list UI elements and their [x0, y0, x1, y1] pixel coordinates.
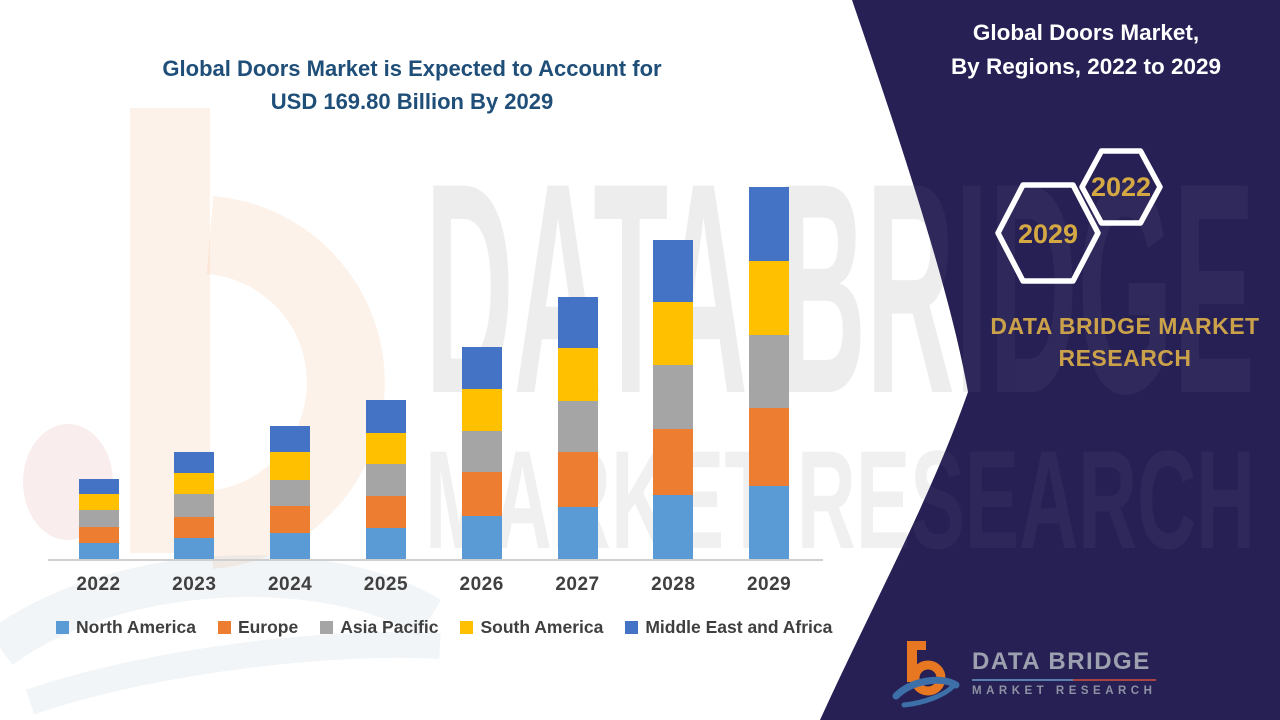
bar-2026	[461, 346, 502, 560]
legend-swatch-icon	[217, 621, 231, 634]
legend-item-middle-east-and-africa: Middle East and Africa	[625, 617, 832, 638]
bar-segment-2023-europe	[174, 516, 215, 538]
bar-segment-2025-north-america	[365, 527, 406, 560]
bar-2027	[557, 296, 598, 560]
legend-swatch-icon	[320, 621, 334, 634]
panel-watermark-line2: MARKET RESEARCH	[425, 421, 1255, 578]
x-axis-label-2023: 2023	[172, 574, 217, 595]
bar-segment-2028-north-america	[653, 494, 694, 560]
bar-segment-2026-asia-pacific	[461, 430, 502, 472]
bar-segment-2026-south-america	[461, 388, 502, 431]
bar-2024	[270, 426, 311, 560]
legend-label: Asia Pacific	[340, 617, 439, 637]
bar-segment-2024-asia-pacific	[270, 479, 311, 506]
legend-label: North America	[76, 617, 196, 637]
bar-segment-2025-asia-pacific	[365, 463, 406, 496]
legend-label: South America	[480, 617, 604, 637]
bar-segment-2023-north-america	[174, 538, 215, 560]
legend-swatch-icon	[460, 621, 474, 634]
dbmr-logo-icon	[892, 641, 960, 708]
bar-segment-2026-middle-east-and-africa	[461, 346, 502, 389]
bar-segment-2027-south-america	[557, 347, 598, 401]
x-axis-label-2025: 2025	[363, 574, 409, 595]
logo-divider	[972, 678, 1157, 681]
bar-segment-2022-south-america	[78, 494, 119, 511]
dbmr-logo: DATA BRIDGE MARKET RESEARCH	[890, 636, 1157, 708]
bar-segment-2025-middle-east-and-africa	[365, 399, 406, 433]
bar-segment-2029-asia-pacific	[749, 334, 790, 408]
bar-segment-2024-europe	[270, 505, 311, 533]
legend-item-europe: Europe	[217, 617, 299, 638]
chart-title: Global Doors Market is Expected to Accou…	[62, 52, 762, 118]
panel-title-line2: By Regions, 2022 to 2029	[950, 53, 1222, 79]
panel-title: Global Doors Market, By Regions, 2022 to…	[936, 16, 1236, 84]
legend-swatch-icon	[56, 621, 69, 634]
bar-segment-2028-south-america	[653, 301, 694, 365]
chart-legend: North America Europe Asia Pacific South Ame…	[56, 617, 832, 638]
chart-title-line1: Global Doors Market is Expected to Accou…	[162, 56, 662, 81]
bar-segment-2028-europe	[653, 428, 694, 495]
x-axis-label-2024: 2024	[267, 574, 313, 595]
x-axis-label-2028: 2028	[651, 574, 696, 595]
bar-segment-2024-middle-east-and-africa	[270, 426, 311, 453]
legend-label: Middle East and Africa	[645, 617, 833, 637]
bar-segment-2029-south-america	[749, 260, 790, 335]
chart-title-line2: USD 169.80 Billion By 2029	[270, 89, 554, 114]
bar-segment-2022-north-america	[78, 543, 119, 560]
legend-item-north-america: North America	[56, 617, 196, 638]
bar-segment-2029-europe	[749, 407, 790, 486]
bar-segment-2022-middle-east-and-africa	[78, 479, 119, 495]
bar-segment-2023-asia-pacific	[174, 493, 215, 517]
hexagon-badge-2022: 2022	[1079, 148, 1163, 226]
legend-item-asia-pacific: Asia Pacific	[320, 617, 438, 638]
x-axis-label-2022: 2022	[76, 574, 121, 595]
bar-segment-2024-north-america	[270, 532, 311, 560]
badge-year-2022: 2022	[1091, 172, 1151, 202]
logo-name: DATA BRIDGE	[972, 647, 1151, 675]
legend-label: Europe	[237, 617, 299, 637]
bar-segment-2023-middle-east-and-africa	[174, 451, 215, 473]
panel-title-line1: Global Doors Market,	[972, 20, 1200, 45]
legend-swatch-icon	[625, 621, 639, 634]
bar-segment-2028-middle-east-and-africa	[653, 239, 694, 302]
bar-segment-2025-europe	[365, 495, 406, 528]
dbmr-logo-text: DATA BRIDGE MARKET RESEARCH	[972, 647, 1157, 697]
badge-year-2029: 2029	[1018, 219, 1078, 249]
bar-segment-2025-south-america	[365, 432, 406, 464]
bar-segment-2026-north-america	[461, 516, 502, 560]
x-axis-label-2027: 2027	[555, 574, 600, 595]
bar-2028	[653, 239, 694, 560]
hexagon-badge-2029: 2029	[995, 182, 1101, 284]
bar-segment-2027-middle-east-and-africa	[557, 296, 598, 348]
bar-segment-2022-europe	[78, 527, 119, 544]
x-axis-label-2029: 2029	[746, 574, 792, 595]
x-axis-label-2026: 2026	[459, 574, 504, 595]
bar-2025	[365, 399, 406, 560]
bar-segment-2026-europe	[461, 472, 502, 516]
bar-2029	[749, 186, 790, 560]
bar-segment-2027-europe	[557, 451, 598, 507]
panel-watermark-line1: DATA BRIDGE	[425, 120, 1255, 456]
bar-segment-2029-north-america	[749, 485, 790, 560]
bar-segment-2027-north-america	[557, 506, 598, 560]
bar-2022	[78, 479, 119, 560]
bar-segment-2028-asia-pacific	[653, 364, 694, 429]
bar-2023	[174, 451, 215, 560]
bar-segment-2022-asia-pacific	[78, 510, 119, 528]
x-axis-line	[48, 559, 823, 561]
legend-item-south-america: South America	[460, 617, 603, 638]
bar-segment-2024-south-america	[270, 452, 311, 480]
bar-segment-2027-asia-pacific	[557, 400, 598, 452]
bar-segment-2023-south-america	[174, 472, 215, 494]
brand-wordmark: DATA BRIDGE MARKET RESEARCH	[990, 313, 1260, 372]
logo-subtitle: MARKET RESEARCH	[972, 684, 1157, 697]
bar-segment-2029-middle-east-and-africa	[749, 186, 790, 261]
